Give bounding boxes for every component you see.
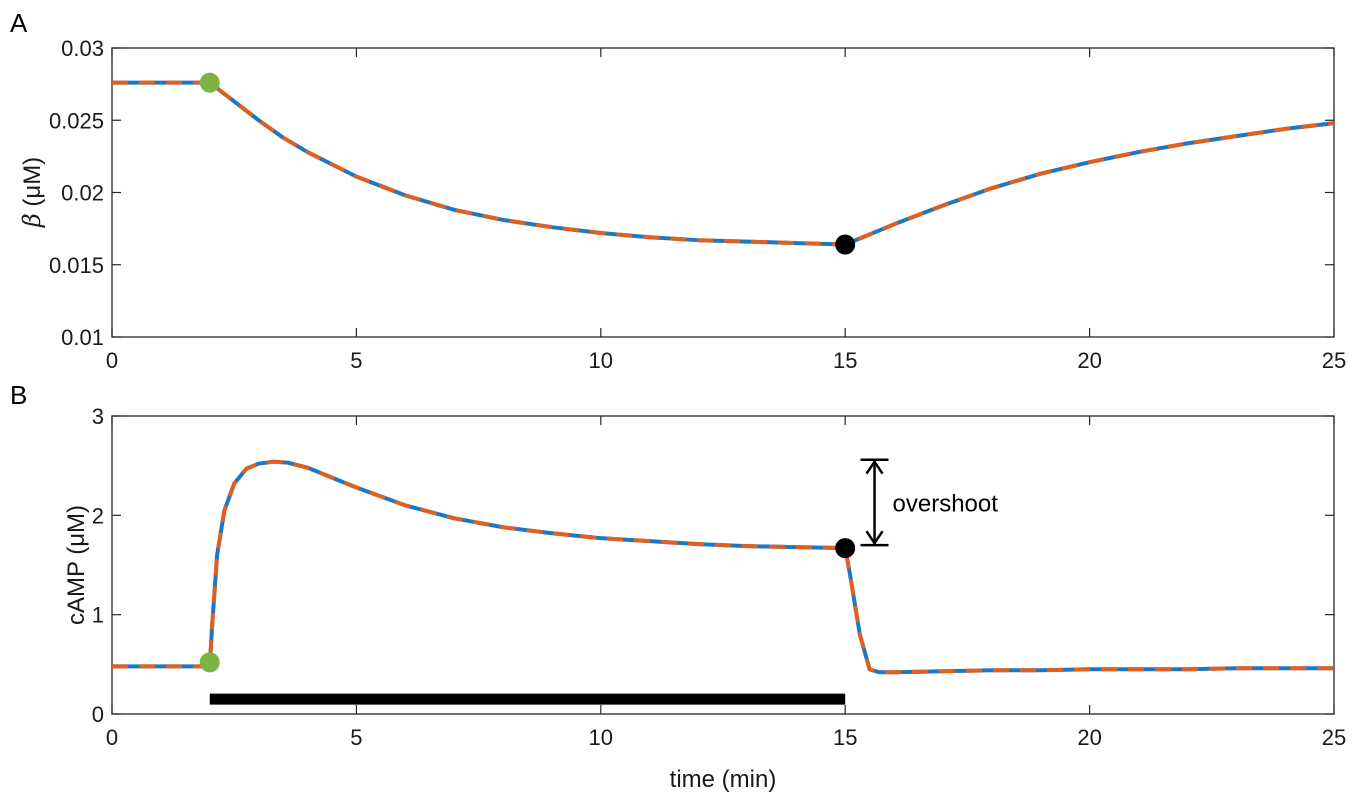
panel-a-label: A: [10, 8, 28, 38]
panel-b-annotations: overshoot: [209, 458, 999, 705]
panel-a-ylabel-symbol: β: [18, 213, 46, 228]
x-tick-label: 0: [106, 725, 118, 750]
y-tick-label: 0.01: [61, 325, 104, 350]
x-tick-label: 15: [833, 725, 857, 750]
panel-b-markers: [199, 538, 856, 673]
panel-a-axes-box: [111, 47, 1335, 338]
overshoot-label: overshoot: [893, 490, 999, 517]
x-tick-label: 10: [589, 348, 613, 373]
panel-a: A 0 5 10 15 20 25 0.01 0.015 0.02 0.025 0.03 β (μM…: [10, 8, 1346, 373]
panel-a-ylabel: β (μM): [18, 157, 46, 228]
panel-a-series: [112, 80, 1335, 247]
panel-a-ylabel-unit: (μM): [19, 157, 46, 213]
series-line-1: [112, 459, 1334, 675]
y-tick-label: 0.025: [49, 108, 104, 133]
x-tick-label: 15: [833, 348, 857, 373]
marker-point-2: [835, 538, 856, 559]
y-tick-label: 3: [92, 404, 104, 429]
y-tick-label: 0.02: [61, 181, 104, 206]
overshoot-arrowhead-bottom: [865, 530, 884, 546]
panel-b-axes-box: [111, 415, 1335, 715]
panel-a-markers: [199, 72, 856, 255]
x-tick-label: 5: [350, 725, 362, 750]
panel-b-xlabel: time (min): [670, 766, 777, 793]
x-tick-label: 10: [589, 725, 613, 750]
series-line-1: [112, 80, 1335, 247]
x-tick-label: 20: [1077, 348, 1101, 373]
y-tick-label: 0.03: [61, 36, 104, 61]
x-tick-label: 0: [106, 348, 118, 373]
y-tick-label: 0.015: [49, 253, 104, 278]
panel-a-ticks: 0 5 10 15 20 25 0.01 0.015 0.02 0.025 0.03: [49, 36, 1346, 373]
series-line-2: [112, 459, 1334, 675]
overshoot-arrowhead-top: [865, 459, 884, 475]
x-tick-label: 5: [350, 348, 362, 373]
x-tick-label: 25: [1322, 725, 1346, 750]
y-tick-label: 2: [92, 503, 104, 528]
x-tick-label: 20: [1077, 725, 1101, 750]
x-tick-label: 25: [1322, 348, 1346, 373]
panel-b-series: [112, 459, 1334, 675]
panel-b-ylabel: cAMP (μM): [63, 505, 90, 625]
panel-b-label: B: [10, 380, 27, 410]
series-line-2: [112, 80, 1335, 247]
y-tick-label: 0: [92, 702, 104, 727]
panel-b: B 0 5 10 15 20 25 0 1 2 3 overshoot cAMP (μM) tim…: [10, 380, 1346, 793]
marker-point-1: [199, 72, 220, 93]
y-tick-label: 1: [92, 603, 104, 628]
marker-point-2: [835, 234, 856, 255]
marker-point-1: [199, 652, 220, 673]
panel-b-ticks: 0 5 10 15 20 25 0 1 2 3: [92, 404, 1346, 750]
